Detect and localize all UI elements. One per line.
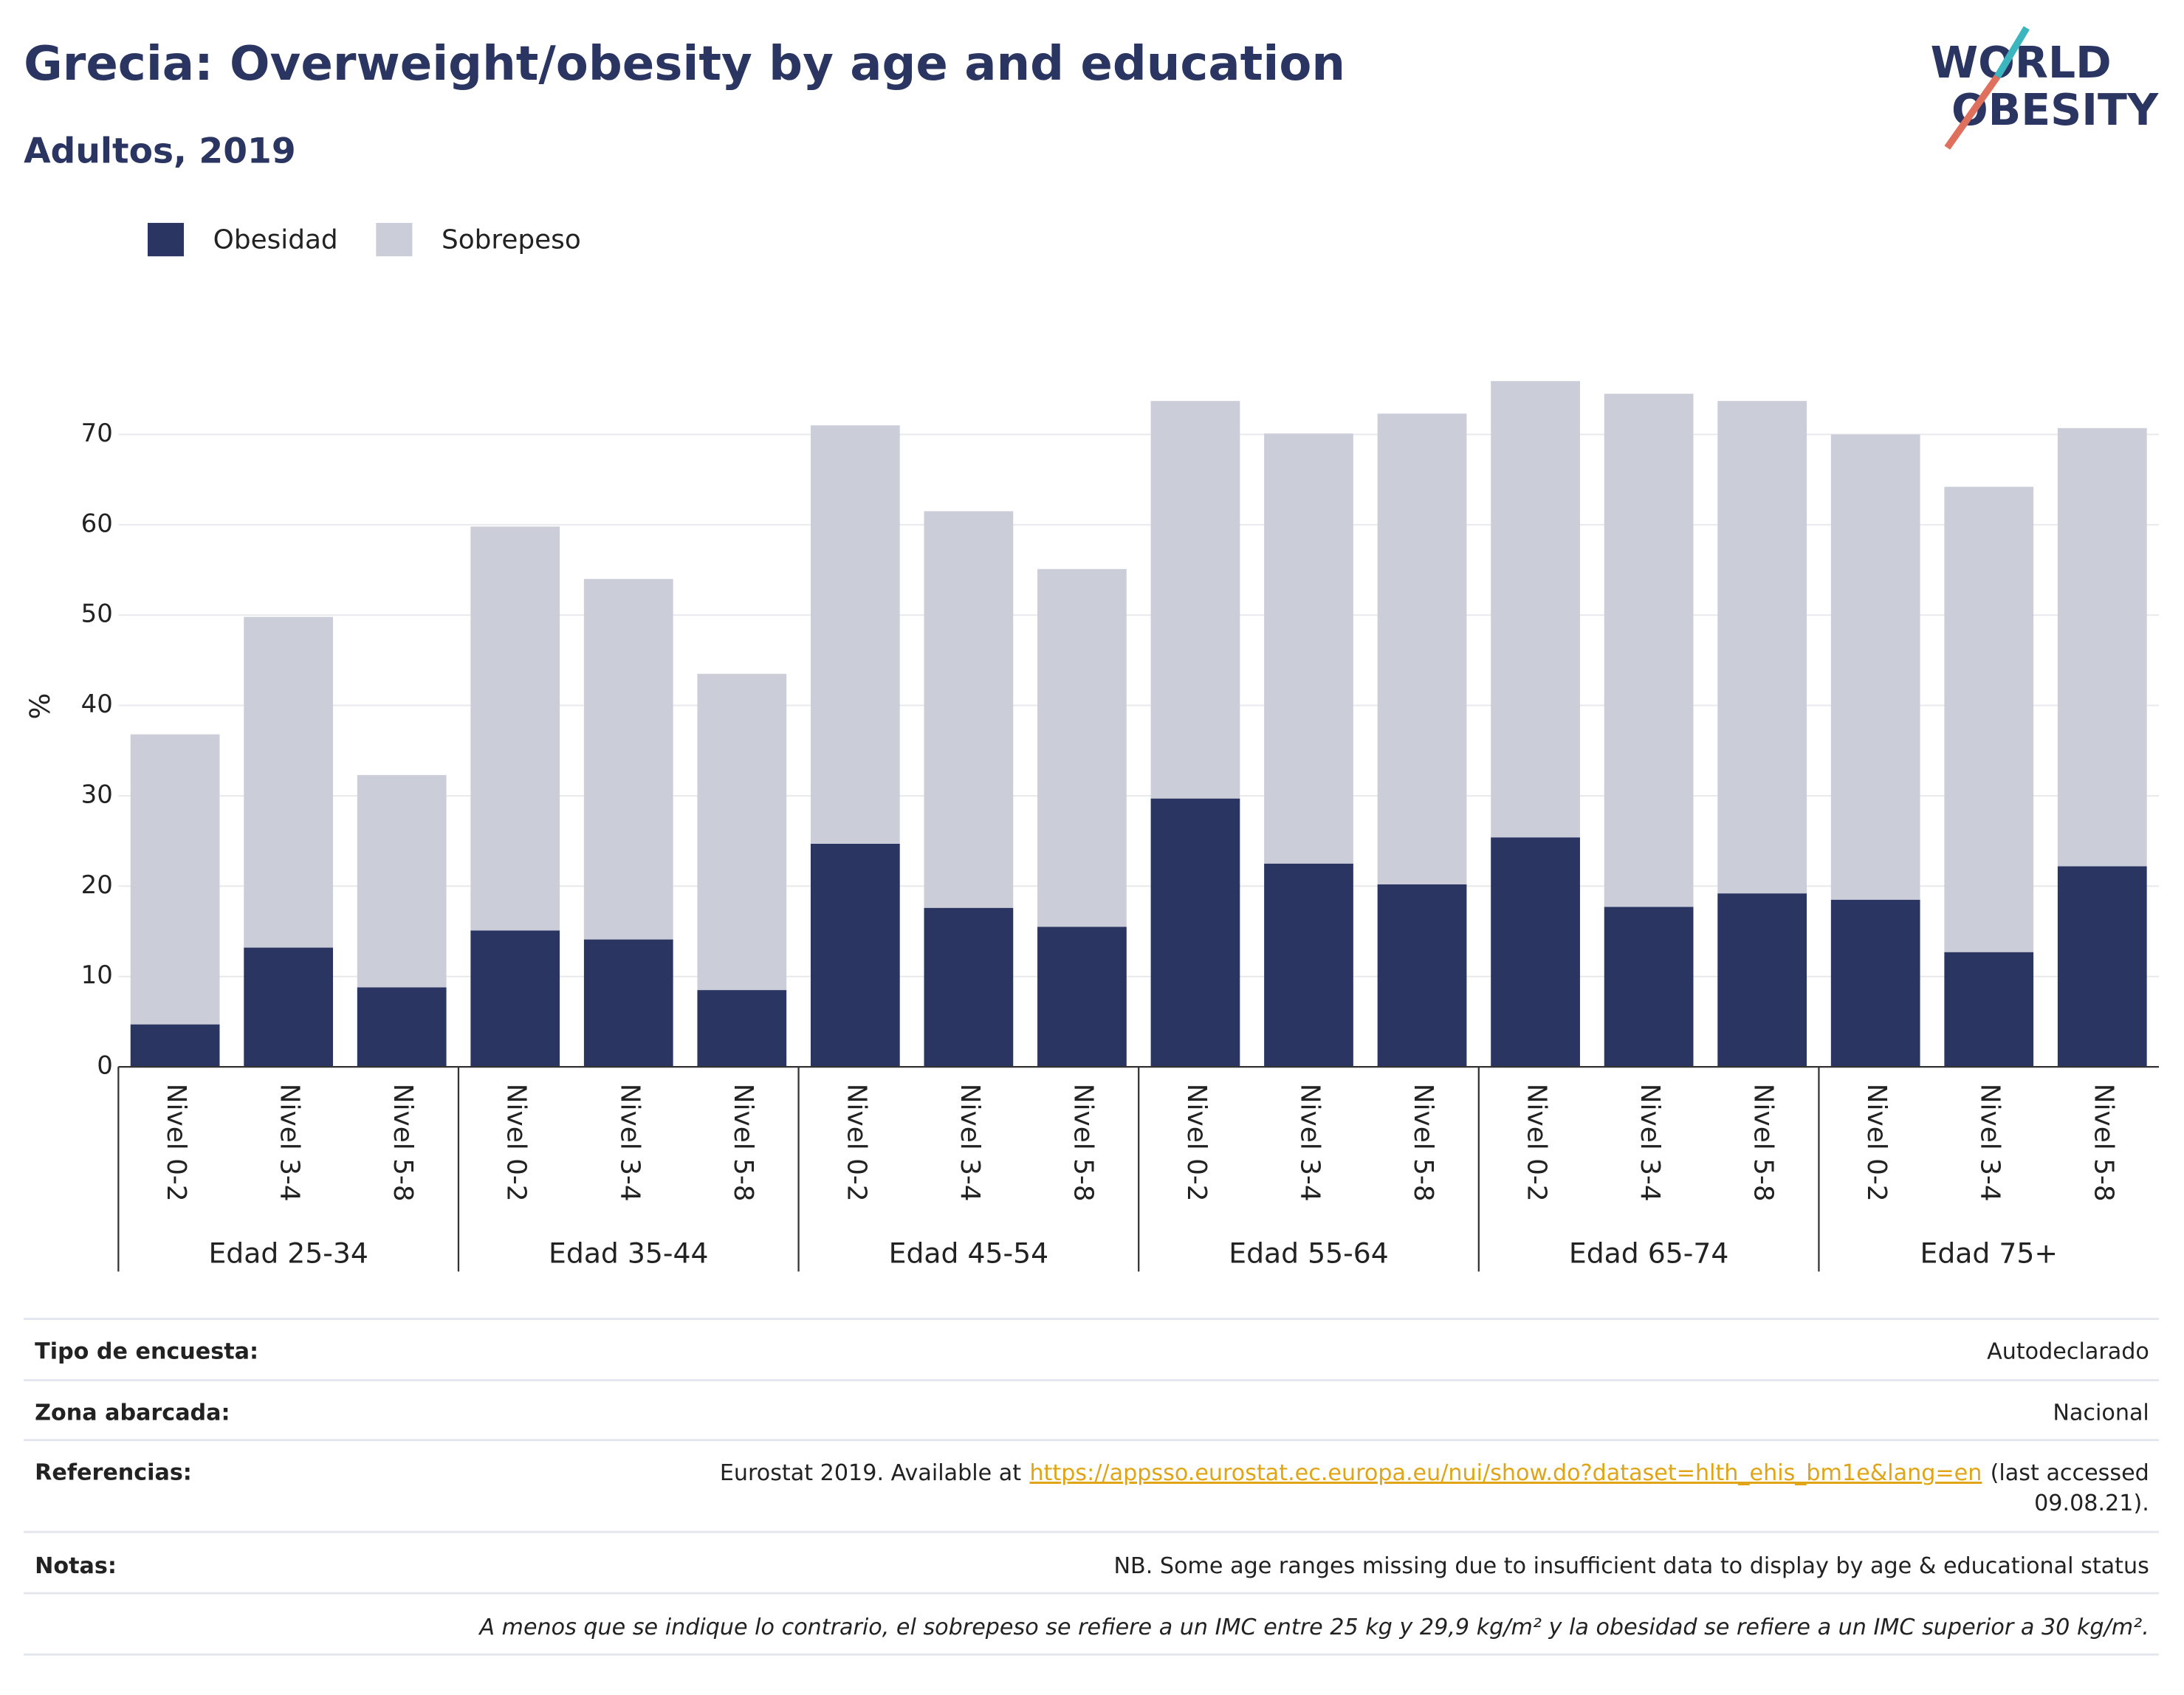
bar-segment [244, 947, 334, 1067]
group-label: Edad 35-44 [549, 1237, 708, 1269]
y-tick-label: 50 [81, 599, 113, 629]
bar-segment [470, 526, 560, 931]
x-tick-label: Nivel 0-2 [501, 1084, 532, 1202]
bar-segment [1944, 487, 2034, 952]
row-value: Nacional [2053, 1400, 2149, 1426]
ref-text: Eurostat 2019. Available at [720, 1460, 1021, 1485]
bar-segment [1491, 381, 1580, 838]
legend-swatch [147, 222, 185, 257]
legend-swatch [376, 222, 413, 257]
bar-segment [1604, 393, 1694, 907]
bar-segment [130, 734, 220, 1025]
x-tick-label: Nivel 5-8 [2088, 1084, 2118, 1202]
bar-segment [1830, 899, 1920, 1067]
bar-segment [697, 990, 787, 1067]
ref-text: (last accessed [1991, 1460, 2149, 1485]
x-tick-label: Nivel 5-8 [388, 1084, 418, 1202]
bar-segment [1830, 434, 1920, 900]
y-tick-label: 60 [81, 509, 113, 538]
ref-link[interactable]: https://appsso.eurostat.ec.europa.eu/nui… [1029, 1460, 1982, 1485]
bar-segment [1604, 907, 1694, 1067]
group-label: Edad 65-74 [1569, 1237, 1728, 1269]
group-label: Edad 75+ [1920, 1237, 2058, 1269]
bar-segment [1264, 863, 1353, 1067]
bar-segment [697, 673, 787, 991]
logo-slash [1944, 75, 2001, 150]
bar-segment [2057, 866, 2147, 1067]
x-tick-label: Nivel 3-4 [1635, 1084, 1665, 1202]
subtitle: Adultos, 2019 [24, 131, 296, 172]
x-tick-label: Nivel 5-8 [1068, 1084, 1098, 1202]
bar-segment [810, 425, 900, 844]
x-tick-label: Nivel 0-2 [841, 1084, 871, 1202]
logo-line1: WORLD [1931, 38, 2112, 88]
row-label: Tipo de encuesta: [35, 1338, 258, 1364]
bar-segment [924, 511, 1014, 908]
logo-slash [1994, 26, 2030, 79]
bar-segment [244, 616, 334, 948]
bar-segment [1037, 926, 1127, 1067]
bar-segment [924, 907, 1014, 1067]
x-tick-label: Nivel 0-2 [1181, 1084, 1212, 1202]
bar-segment [1150, 798, 1240, 1067]
x-tick-label: Nivel 3-4 [614, 1084, 645, 1202]
bar-segment [1717, 401, 1807, 894]
y-tick-label: 30 [81, 780, 113, 809]
footnote: A menos que se indique lo contrario, el … [478, 1615, 2149, 1640]
y-tick-label: 20 [81, 870, 113, 900]
row-value: Eurostat 2019. Available at https://appss… [720, 1460, 2149, 1485]
row-label: Notas: [35, 1553, 117, 1579]
x-tick-label: Nivel 5-8 [1748, 1084, 1779, 1202]
x-tick-label: Nivel 3-4 [1295, 1084, 1325, 1202]
legend-label: Sobrepeso [442, 224, 581, 255]
y-tick-label: 10 [81, 960, 113, 990]
bar-segment [1377, 884, 1467, 1067]
legend-label: Obesidad [213, 224, 338, 255]
bar-segment [1150, 401, 1240, 799]
bar-segment [1944, 952, 2034, 1067]
bar-segment [130, 1024, 220, 1067]
bar-segment [1264, 433, 1353, 864]
title: Grecia: Overweight/obesity by age and ed… [24, 36, 1345, 92]
bar-segment [583, 579, 673, 940]
x-tick-label: Nivel 0-2 [161, 1084, 191, 1202]
row-value: 09.08.21). [2034, 1491, 2149, 1516]
x-tick-label: Nivel 0-2 [1861, 1084, 1892, 1202]
y-axis-label: % [24, 693, 56, 720]
bar-segment [1037, 568, 1127, 927]
bar-segment [583, 939, 673, 1067]
bar-segment [2057, 427, 2147, 867]
x-tick-label: Nivel 5-8 [728, 1084, 758, 1202]
group-label: Edad 25-34 [208, 1237, 368, 1269]
bar-segment [1377, 413, 1467, 884]
x-tick-label: Nivel 3-4 [955, 1084, 985, 1202]
bar-segment [1717, 893, 1807, 1067]
row-value: Autodeclarado [1987, 1338, 2149, 1364]
x-tick-label: Nivel 0-2 [1522, 1084, 1552, 1202]
x-tick-label: Nivel 5-8 [1408, 1084, 1438, 1202]
group-label: Edad 45-54 [889, 1237, 1048, 1269]
row-label: Referencias: [35, 1460, 192, 1485]
x-tick-label: Nivel 3-4 [1975, 1084, 2005, 1202]
bar-segment [470, 930, 560, 1067]
bar-segment [357, 774, 447, 988]
bar-segment [357, 987, 447, 1067]
bar-segment [1491, 837, 1580, 1067]
bar-segment [810, 843, 900, 1067]
y-tick-label: 0 [97, 1051, 113, 1081]
y-tick-label: 40 [81, 690, 113, 719]
row-label: Zona abarcada: [35, 1400, 230, 1426]
row-value: NB. Some age ranges missing due to insuf… [1113, 1553, 2149, 1579]
x-tick-label: Nivel 3-4 [275, 1084, 305, 1202]
group-label: Edad 55-64 [1229, 1237, 1388, 1269]
y-tick-label: 70 [81, 419, 113, 448]
